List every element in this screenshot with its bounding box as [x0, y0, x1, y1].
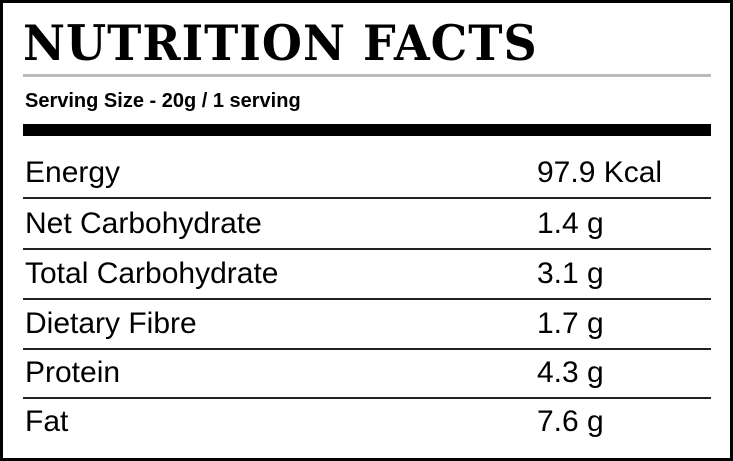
nutrient-row: Energy 97.9 Kcal — [23, 148, 711, 199]
nutrient-name: Total Carbohydrate — [25, 257, 279, 290]
nutrient-name: Dietary Fibre — [25, 307, 197, 340]
nutrient-value: 1.7 g — [537, 307, 604, 340]
nutrient-value: 3.1 g — [537, 257, 604, 290]
nutrient-row: Net Carbohydrate 1.4 g — [23, 199, 711, 250]
nutrient-row: Fat 7.6 g — [23, 397, 711, 446]
nutrient-name: Protein — [25, 356, 121, 389]
serving-size: Serving Size - 20g / 1 serving — [25, 90, 301, 112]
nutrient-value: 1.4 g — [537, 207, 604, 240]
nutrient-value: 4.3 g — [537, 356, 604, 389]
nutrient-name: Net Carbohydrate — [25, 207, 262, 240]
nutrient-value: 97.9 Kcal — [537, 156, 663, 189]
nutrient-row: Total Carbohydrate 3.1 g — [23, 249, 711, 300]
title: NUTRITION FACTS — [23, 14, 538, 72]
nutrient-name: Fat — [25, 405, 69, 438]
nutrient-row: Protein 4.3 g — [23, 348, 711, 399]
divider — [23, 74, 711, 77]
nutrient-value: 7.6 g — [537, 405, 604, 438]
thick-divider — [23, 124, 711, 136]
nutrient-name: Energy — [25, 156, 121, 189]
nutrient-row: Dietary Fibre 1.7 g — [23, 299, 711, 350]
